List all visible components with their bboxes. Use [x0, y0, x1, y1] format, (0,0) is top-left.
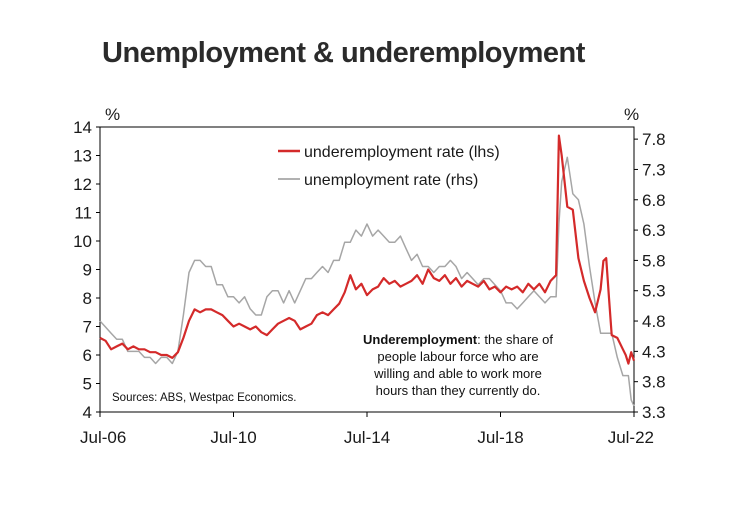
- left-tick-label: 5: [83, 375, 92, 394]
- annotation-line-4: hours than they currently do.: [376, 383, 541, 398]
- left-axis-unit: %: [105, 105, 120, 124]
- legend: underemployment rate (lhs) unemployment …: [278, 144, 500, 189]
- legend-label-underemployment: underemployment rate (lhs): [304, 144, 500, 161]
- right-tick-label: 3.8: [642, 373, 666, 392]
- left-tick-label: 14: [73, 118, 92, 137]
- series-line-underemployment: [99, 134, 636, 365]
- right-axis-unit: %: [624, 105, 639, 124]
- plot-frame: [99, 126, 635, 413]
- x-tick-label: Jul-06: [80, 428, 126, 447]
- annotation-bold: Underemployment: [363, 332, 478, 347]
- left-tick-label: 10: [73, 232, 92, 251]
- source-note: Sources: ABS, Westpac Economics.: [112, 392, 297, 404]
- x-tick-label: Jul-10: [210, 428, 256, 447]
- series-line-unemployment: [99, 156, 635, 407]
- x-tick-label: Jul-18: [477, 428, 523, 447]
- left-tick-label: 4: [83, 403, 92, 422]
- right-tick-label: 7.8: [642, 130, 666, 149]
- annotation-rest: : the share of: [477, 332, 553, 347]
- legend-label-unemployment: unemployment rate (rhs): [304, 172, 478, 189]
- x-tick-label: Jul-14: [344, 428, 390, 447]
- right-tick-label: 6.3: [642, 221, 666, 240]
- chart-title: Unemployment & underemployment: [102, 37, 586, 69]
- right-tick-label: 5.3: [642, 282, 666, 301]
- left-tick-label: 6: [83, 346, 92, 365]
- left-tick-label: 7: [83, 318, 92, 337]
- left-tick-label: 8: [83, 289, 92, 308]
- left-tick-label: 11: [74, 204, 92, 223]
- left-tick-label: 9: [83, 261, 92, 280]
- annotation-line-1: Underemployment: the share of: [363, 332, 553, 347]
- annotation-line-3: willing and able to work more: [373, 366, 542, 381]
- annotation-note: Underemployment: the share of people lab…: [363, 332, 553, 398]
- right-tick-label: 4.8: [642, 312, 666, 331]
- x-tick-label: Jul-22: [608, 428, 654, 447]
- left-tick-label: 12: [73, 175, 92, 194]
- left-tick-label: 13: [73, 147, 92, 166]
- annotation-line-2: people labour force who are: [377, 349, 538, 364]
- right-tick-label: 6.8: [642, 191, 666, 210]
- right-tick-label: 3.3: [642, 403, 666, 422]
- right-tick-label: 7.3: [642, 160, 666, 179]
- right-tick-label: 5.8: [642, 251, 666, 270]
- right-tick-label: 4.3: [642, 342, 666, 361]
